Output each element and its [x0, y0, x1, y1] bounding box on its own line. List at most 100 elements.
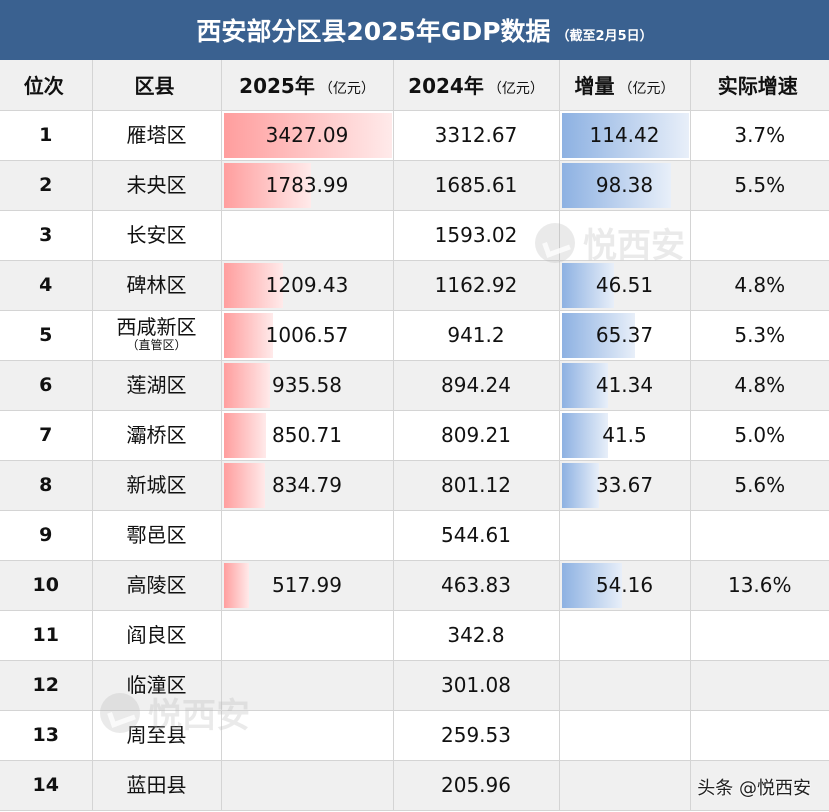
attribution: 头条 @悦西安: [697, 778, 811, 799]
rank-cell: 14: [0, 759, 93, 811]
growth-cell: [689, 709, 829, 761]
table-row: 10 高陵区 517.99 463.83 54.16 13.6%: [0, 559, 829, 611]
increase-bar: [561, 162, 671, 208]
growth-cell: 4.8%: [689, 259, 829, 311]
increase-bar: [561, 562, 622, 608]
gdp-2025-cell: 850.71: [220, 409, 394, 461]
table-row: 11 阎良区 342.8: [0, 609, 829, 661]
gdp-2025-bar: [223, 262, 283, 308]
gdp-2025-cell: [220, 209, 394, 261]
increase-cell: [558, 659, 691, 711]
rank-cell: 10: [0, 559, 93, 611]
gdp-2025-bar: [223, 162, 311, 208]
increase-cell: 54.16: [558, 559, 691, 611]
table-row: 8 新城区 834.79 801.12 33.67 5.6%: [0, 459, 829, 511]
table-row: 12 临潼区 301.08: [0, 659, 829, 711]
gdp-2024-cell: 894.24: [392, 359, 560, 411]
increase-cell: [558, 509, 691, 561]
gdp-2024-cell: 1685.61: [392, 159, 560, 211]
district-cell: 未央区: [91, 159, 222, 211]
gdp-2025-cell: 1783.99: [220, 159, 394, 211]
increase-cell: 65.37: [558, 309, 691, 361]
district-cell: 鄠邑区: [91, 509, 222, 561]
table-row: 4 碑林区 1209.43 1162.92 46.51 4.8%: [0, 259, 829, 311]
gdp-2024-cell: 801.12: [392, 459, 560, 511]
district-cell: 西咸新区 （直管区）: [91, 309, 222, 361]
gdp-2024-cell: 941.2: [392, 309, 560, 361]
increase-cell: 41.5: [558, 409, 691, 461]
gdp-2024-cell: 205.96: [392, 759, 560, 811]
district-cell: 碑林区: [91, 259, 222, 311]
increase-cell: 46.51: [558, 259, 691, 311]
increase-bar: [561, 362, 608, 408]
district-cell: 新城区: [91, 459, 222, 511]
table-row: 6 莲湖区 935.58 894.24 41.34 4.8%: [0, 359, 829, 411]
rank-cell: 11: [0, 609, 93, 661]
header-increase: 增量 （亿元）: [558, 60, 691, 111]
increase-bar: [561, 112, 689, 158]
gdp-2025-bar: [223, 362, 270, 408]
title-bar: 西安部分区县2025年GDP数据 （截至2月5日）: [0, 0, 829, 60]
rank-cell: 5: [0, 309, 93, 361]
gdp-2025-bar: [223, 562, 249, 608]
growth-cell: 3.7%: [689, 109, 829, 161]
growth-cell: 4.8%: [689, 359, 829, 411]
increase-cell: [558, 609, 691, 661]
gdp-2025-cell: [220, 609, 394, 661]
gdp-2025-bar: [223, 312, 273, 358]
gdp-2024-cell: 342.8: [392, 609, 560, 661]
increase-cell: [558, 209, 691, 261]
header-district: 区县: [91, 60, 222, 111]
increase-cell: 114.42: [558, 109, 691, 161]
increase-cell: 98.38: [558, 159, 691, 211]
increase-bar: [561, 462, 599, 508]
gdp-2025-bar: [223, 112, 392, 158]
table-row: 14 蓝田县 205.96: [0, 759, 829, 811]
header-row: 位次 区县 2025年 （亿元） 2024年 （亿元） 增量 （亿元） 实际增速: [0, 60, 829, 111]
rank-cell: 13: [0, 709, 93, 761]
growth-cell: 13.6%: [689, 559, 829, 611]
increase-cell: 41.34: [558, 359, 691, 411]
table-row: 2 未央区 1783.99 1685.61 98.38 5.5%: [0, 159, 829, 211]
growth-cell: 5.5%: [689, 159, 829, 211]
gdp-2025-cell: 1209.43: [220, 259, 394, 311]
header-growth: 实际增速: [689, 60, 829, 111]
growth-cell: 5.6%: [689, 459, 829, 511]
gdp-2024-cell: 809.21: [392, 409, 560, 461]
increase-bar: [561, 262, 614, 308]
growth-cell: [689, 759, 829, 811]
rank-cell: 6: [0, 359, 93, 411]
header-rank: 位次: [0, 60, 93, 111]
increase-bar: [561, 412, 608, 458]
district-cell: 灞桥区: [91, 409, 222, 461]
gdp-2025-cell: 517.99: [220, 559, 394, 611]
table-row: 13 周至县 259.53: [0, 709, 829, 761]
gdp-2024-cell: 1593.02: [392, 209, 560, 261]
table-row: 5 西咸新区 （直管区） 1006.57 941.2 65.37 5.3%: [0, 309, 829, 361]
gdp-2025-cell: 935.58: [220, 359, 394, 411]
gdp-2024-cell: 463.83: [392, 559, 560, 611]
increase-bar: [561, 312, 635, 358]
gdp-2025-bar: [223, 462, 265, 508]
gdp-2025-cell: [220, 509, 394, 561]
gdp-2024-cell: 1162.92: [392, 259, 560, 311]
growth-cell: 5.0%: [689, 409, 829, 461]
district-cell: 雁塔区: [91, 109, 222, 161]
rank-cell: 4: [0, 259, 93, 311]
district-cell: 莲湖区: [91, 359, 222, 411]
growth-cell: [689, 509, 829, 561]
rank-cell: 9: [0, 509, 93, 561]
gdp-2025-cell: [220, 709, 394, 761]
district-cell: 临潼区: [91, 659, 222, 711]
rank-cell: 8: [0, 459, 93, 511]
district-cell: 长安区: [91, 209, 222, 261]
table-row: 3 长安区 1593.02: [0, 209, 829, 261]
growth-cell: [689, 659, 829, 711]
increase-cell: 33.67: [558, 459, 691, 511]
growth-cell: 5.3%: [689, 309, 829, 361]
gdp-2024-cell: 544.61: [392, 509, 560, 561]
district-cell: 高陵区: [91, 559, 222, 611]
rank-cell: 2: [0, 159, 93, 211]
table-row: 9 鄠邑区 544.61: [0, 509, 829, 561]
